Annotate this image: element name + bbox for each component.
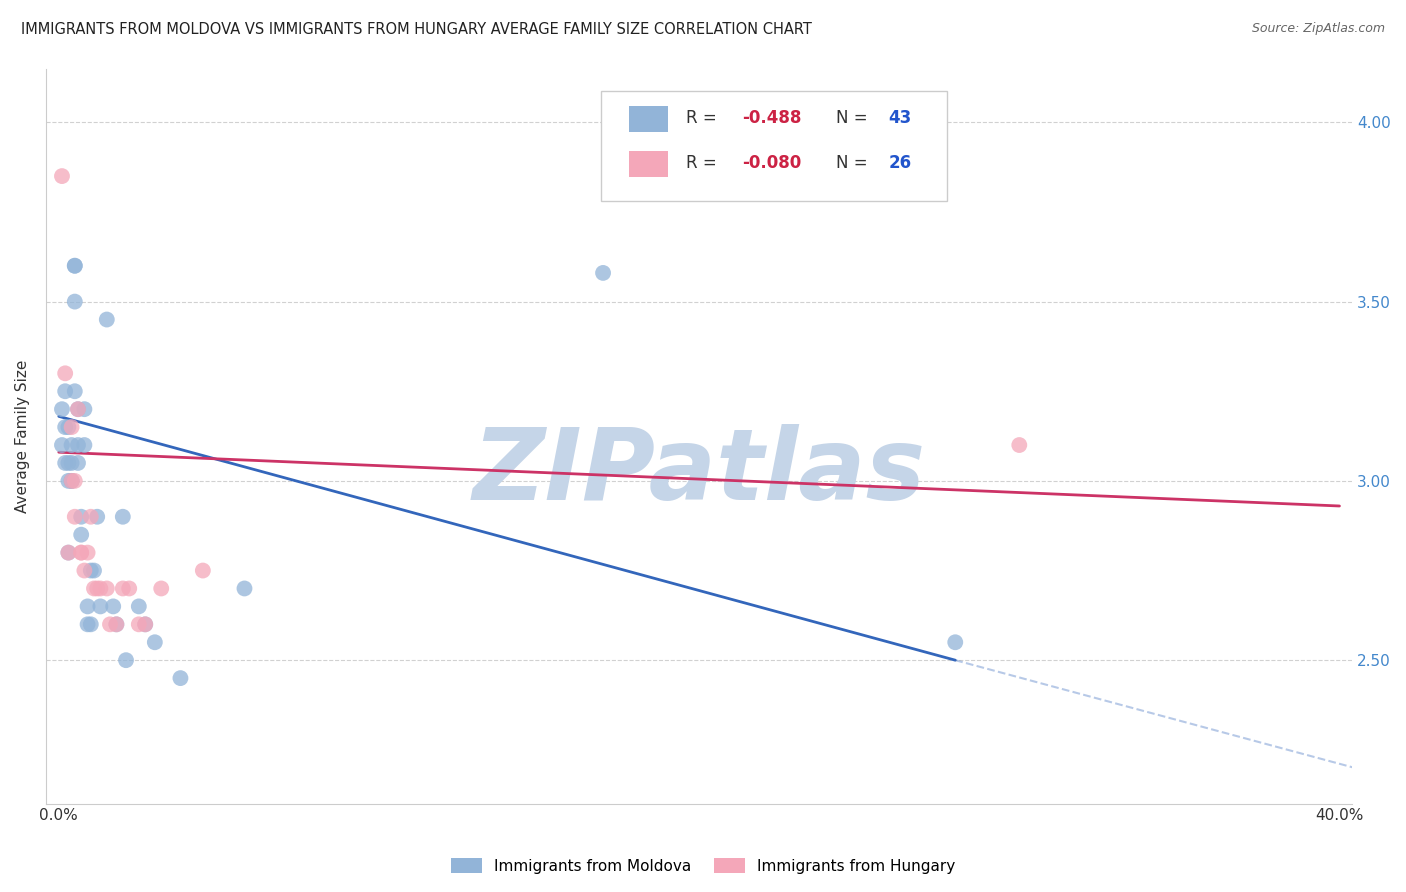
Point <box>89 599 111 614</box>
FancyBboxPatch shape <box>628 106 668 132</box>
Point <box>58 456 80 470</box>
Point <box>66 438 89 452</box>
Point <box>70 546 93 560</box>
Point <box>58 420 80 434</box>
Legend: Immigrants from Moldova, Immigrants from Hungary: Immigrants from Moldova, Immigrants from… <box>444 852 962 880</box>
Point <box>70 509 93 524</box>
Point <box>60 456 83 470</box>
Point <box>60 420 83 434</box>
Point <box>943 635 966 649</box>
Text: -0.488: -0.488 <box>742 109 801 128</box>
Text: IMMIGRANTS FROM MOLDOVA VS IMMIGRANTS FROM HUNGARY AVERAGE FAMILY SIZE CORRELATI: IMMIGRANTS FROM MOLDOVA VS IMMIGRANTS FR… <box>21 22 813 37</box>
Point <box>83 582 105 596</box>
FancyBboxPatch shape <box>602 91 948 201</box>
Point <box>63 384 86 399</box>
FancyBboxPatch shape <box>628 151 668 177</box>
Point <box>105 617 128 632</box>
Point <box>86 582 108 596</box>
Point <box>169 671 191 685</box>
Point <box>53 384 76 399</box>
Point <box>80 509 103 524</box>
Point <box>53 456 76 470</box>
Point <box>150 582 173 596</box>
Point <box>60 474 83 488</box>
Point <box>51 402 73 417</box>
Point <box>89 582 111 596</box>
Point <box>63 294 86 309</box>
Point <box>134 617 156 632</box>
Point <box>60 474 83 488</box>
Point <box>53 367 76 381</box>
Point <box>1008 438 1031 452</box>
Point <box>80 564 103 578</box>
Point <box>134 617 156 632</box>
Point <box>111 509 134 524</box>
Point <box>63 509 86 524</box>
Text: N =: N = <box>837 154 873 172</box>
Text: ZIPatlas: ZIPatlas <box>472 425 925 521</box>
Text: 26: 26 <box>889 154 911 172</box>
Point <box>66 402 89 417</box>
Point <box>58 546 80 560</box>
Point <box>58 474 80 488</box>
Text: N =: N = <box>837 109 873 128</box>
Point <box>58 546 80 560</box>
Point <box>73 402 96 417</box>
Point <box>63 474 86 488</box>
Point <box>63 259 86 273</box>
Point <box>53 420 76 434</box>
Point <box>143 635 166 649</box>
Point <box>51 438 73 452</box>
Text: R =: R = <box>686 154 723 172</box>
Point <box>63 259 86 273</box>
Point <box>118 582 141 596</box>
Point <box>111 582 134 596</box>
Point <box>96 582 118 596</box>
Point <box>103 599 125 614</box>
Point <box>98 617 121 632</box>
Point <box>86 509 108 524</box>
Point <box>76 617 98 632</box>
Point <box>592 266 614 280</box>
Point <box>76 546 98 560</box>
Point <box>105 617 128 632</box>
Point <box>96 312 118 326</box>
Point <box>128 617 150 632</box>
Point <box>115 653 138 667</box>
Y-axis label: Average Family Size: Average Family Size <box>15 359 30 513</box>
Text: -0.080: -0.080 <box>742 154 801 172</box>
Point <box>70 527 93 541</box>
Point <box>66 402 89 417</box>
Point <box>60 438 83 452</box>
Point <box>51 169 73 183</box>
Point <box>76 599 98 614</box>
Point <box>128 599 150 614</box>
Point <box>83 564 105 578</box>
Point <box>66 456 89 470</box>
Text: Source: ZipAtlas.com: Source: ZipAtlas.com <box>1251 22 1385 36</box>
Point <box>60 474 83 488</box>
Text: 43: 43 <box>889 109 911 128</box>
Point <box>80 617 103 632</box>
Text: R =: R = <box>686 109 723 128</box>
Point <box>191 564 214 578</box>
Point <box>70 546 93 560</box>
Point <box>73 564 96 578</box>
Point <box>233 582 256 596</box>
Point <box>73 438 96 452</box>
